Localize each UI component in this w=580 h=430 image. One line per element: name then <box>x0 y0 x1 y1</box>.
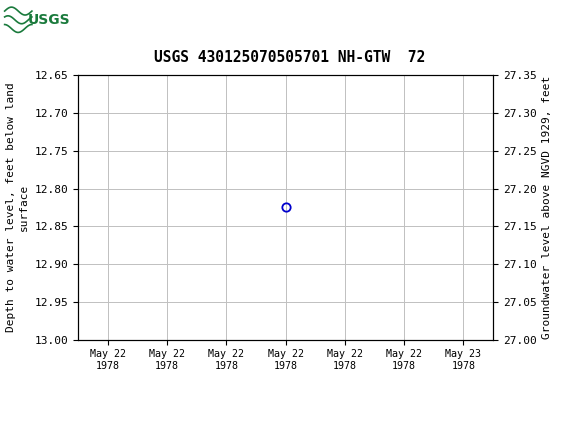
Text: USGS: USGS <box>28 13 71 27</box>
Legend: Period of approved data: Period of approved data <box>180 428 392 430</box>
Y-axis label: Depth to water level, feet below land
surface: Depth to water level, feet below land su… <box>6 83 29 332</box>
Bar <box>3 2 70 37</box>
Text: USGS 430125070505701 NH-GTW  72: USGS 430125070505701 NH-GTW 72 <box>154 49 426 64</box>
Y-axis label: Groundwater level above NGVD 1929, feet: Groundwater level above NGVD 1929, feet <box>542 76 552 339</box>
